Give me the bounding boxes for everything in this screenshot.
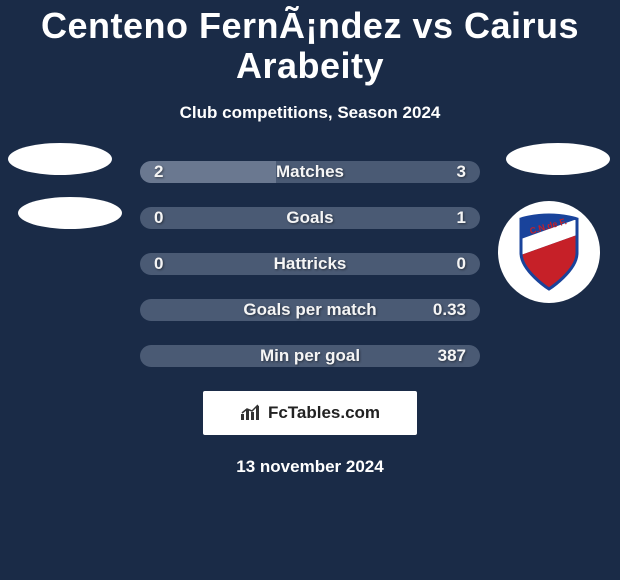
bar-chart-icon — [240, 404, 262, 422]
stat-row: Goals per match 0.33 — [0, 299, 620, 321]
stat-value-right: 0 — [457, 254, 466, 274]
stat-bar: 0 Goals 1 — [140, 207, 480, 229]
stat-value-left: 2 — [154, 162, 163, 182]
stat-bar: Min per goal 387 — [140, 345, 480, 367]
player-left-placeholder-1 — [8, 143, 112, 175]
club-shield-icon: C.N.de F. — [513, 213, 585, 291]
stat-label: Hattricks — [274, 254, 347, 274]
stat-value-right: 3 — [457, 162, 466, 182]
stats-block: C.N.de F. 2 Matches 3 0 Goals 1 0 Hattricks 0 Goa… — [0, 161, 620, 367]
stat-value-right: 387 — [438, 346, 466, 366]
stat-bar: 2 Matches 3 — [140, 161, 480, 183]
page-title: Centeno FernÃ¡ndez vs Cairus Arabeity — [0, 6, 620, 85]
subtitle: Club competitions, Season 2024 — [0, 103, 620, 123]
stat-value-right: 0.33 — [433, 300, 466, 320]
club-badge: C.N.de F. — [498, 201, 600, 303]
stat-label: Goals per match — [243, 300, 376, 320]
stat-value-left: 0 — [154, 254, 163, 274]
stat-label: Matches — [276, 162, 344, 182]
player-left-placeholder-2 — [18, 197, 122, 229]
stat-value-right: 1 — [457, 208, 466, 228]
comparison-widget: Centeno FernÃ¡ndez vs Cairus Arabeity Cl… — [0, 0, 620, 477]
stat-label: Goals — [286, 208, 333, 228]
stat-value-left: 0 — [154, 208, 163, 228]
stat-bar: 0 Hattricks 0 — [140, 253, 480, 275]
player-right-placeholder — [506, 143, 610, 175]
stat-label: Min per goal — [260, 346, 360, 366]
date-text: 13 november 2024 — [0, 457, 620, 477]
source-badge[interactable]: FcTables.com — [203, 391, 417, 435]
source-text: FcTables.com — [268, 403, 380, 423]
stat-row: Min per goal 387 — [0, 345, 620, 367]
stat-bar: Goals per match 0.33 — [140, 299, 480, 321]
